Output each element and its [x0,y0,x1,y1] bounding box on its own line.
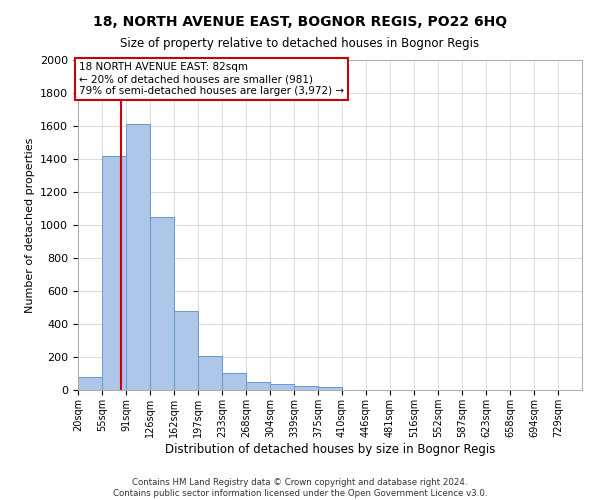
Bar [246,382,270,390]
Text: 18, NORTH AVENUE EAST, BOGNOR REGIS, PO22 6HQ: 18, NORTH AVENUE EAST, BOGNOR REGIS, PO2… [93,15,507,29]
Y-axis label: Number of detached properties: Number of detached properties [25,138,35,312]
Bar [102,156,126,390]
Bar [174,311,198,390]
Bar [294,386,318,390]
Bar [150,217,174,390]
Bar [78,377,102,390]
Bar [198,356,222,390]
Text: Contains HM Land Registry data © Crown copyright and database right 2024.
Contai: Contains HM Land Registry data © Crown c… [113,478,487,498]
Bar [126,124,150,390]
Text: 18 NORTH AVENUE EAST: 82sqm
← 20% of detached houses are smaller (981)
79% of se: 18 NORTH AVENUE EAST: 82sqm ← 20% of det… [79,62,344,96]
Text: Size of property relative to detached houses in Bognor Regis: Size of property relative to detached ho… [121,38,479,51]
Bar [222,372,246,390]
X-axis label: Distribution of detached houses by size in Bognor Regis: Distribution of detached houses by size … [165,442,495,456]
Bar [270,384,294,390]
Bar [318,386,342,390]
